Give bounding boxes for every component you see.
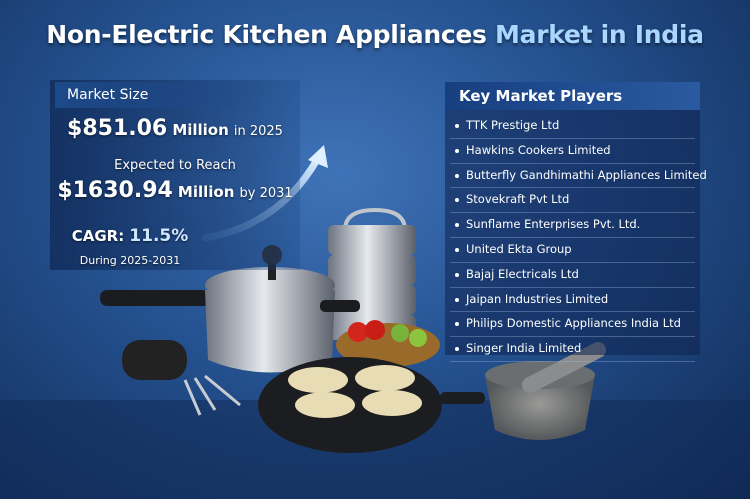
projection-label: Expected to Reach	[114, 158, 236, 173]
key-players-list: TTK Prestige Ltd Hawkins Cookers Limited B…	[450, 114, 707, 362]
key-player: Jaipan Industries Limited	[450, 288, 695, 313]
projected-size: $1630.94 Million by 2031	[50, 178, 300, 203]
key-players-heading: Key Market Players	[445, 82, 700, 110]
key-player: Hawkins Cookers Limited	[450, 139, 695, 164]
current-unit: Million	[172, 121, 229, 139]
key-player: United Ekta Group	[450, 238, 695, 263]
current-period: in 2025	[233, 124, 283, 139]
key-player: Bajaj Electricals Ltd	[450, 263, 695, 288]
key-player: Philips Domestic Appliances India Ltd	[450, 312, 695, 338]
title-highlight: Market in India	[495, 20, 704, 49]
key-player: Stovekraft Pvt Ltd	[450, 188, 695, 214]
projected-unit: Million	[177, 183, 235, 201]
title-text: Non-Electric Kitchen Appliances	[46, 20, 487, 49]
projected-period: by 2031	[239, 186, 293, 201]
key-player: Sunflame Enterprises Pvt. Ltd.	[450, 213, 695, 238]
market-size-panel	[50, 80, 300, 270]
market-size-heading: Market Size	[55, 82, 267, 108]
cagr: CAGR: 11.5%	[50, 226, 210, 246]
title: Non-Electric Kitchen Appliances Market i…	[0, 20, 750, 49]
projected-value: $1630.94	[57, 178, 173, 203]
cagr-value: 11.5%	[129, 226, 189, 246]
key-player: Butterfly Gandhimathi Appliances Limited	[450, 164, 707, 189]
cagr-period: During 2025-2031	[79, 254, 181, 267]
key-player: Singer India Limited	[450, 337, 695, 362]
current-size: $851.06 Million in 2025	[50, 116, 300, 141]
current-value: $851.06	[67, 116, 168, 141]
key-players-panel	[445, 82, 700, 355]
key-player: TTK Prestige Ltd	[450, 114, 695, 139]
cagr-label: CAGR:	[71, 227, 125, 245]
